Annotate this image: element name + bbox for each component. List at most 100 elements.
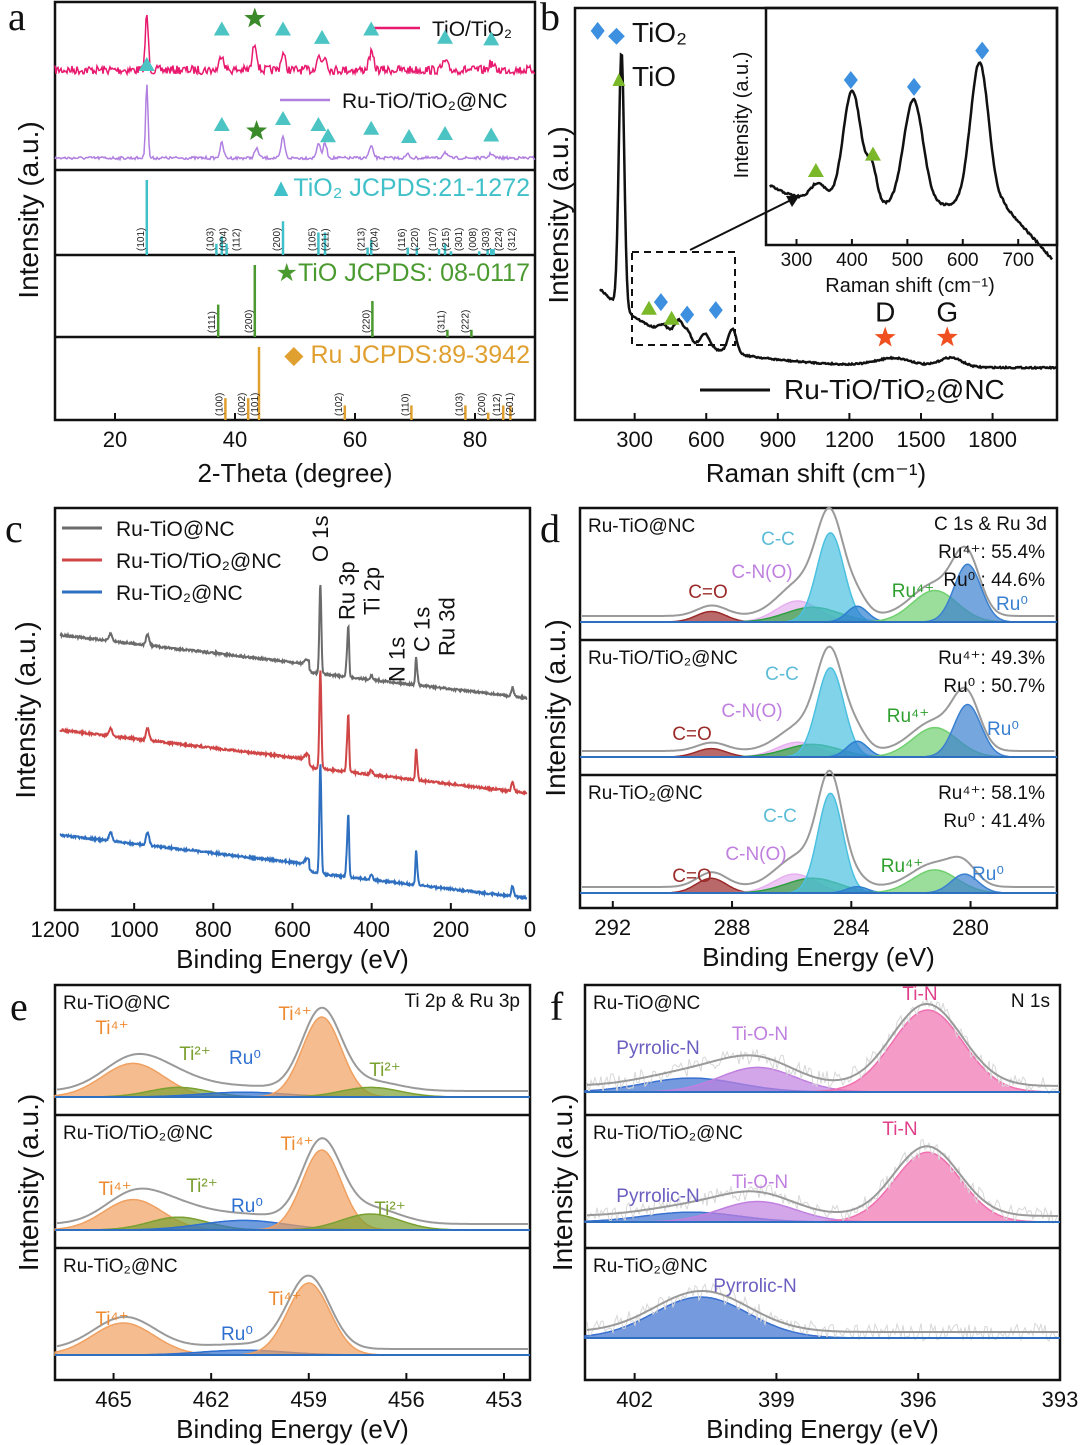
- miller-index: (204): [370, 228, 381, 251]
- miller-index: (301): [454, 228, 465, 251]
- component-label: Ti⁴⁺: [95, 1018, 128, 1039]
- plot-frame: [583, 983, 1062, 1382]
- zoom-region-box: [631, 251, 736, 346]
- triangle-marker: [363, 120, 380, 135]
- triangle-marker: [483, 31, 500, 46]
- sample-label: Ru-TiO@NC: [63, 993, 170, 1014]
- component-label: Ru⁰: [996, 594, 1028, 615]
- component-label: C-N(O): [725, 844, 786, 865]
- ru-ratio-label: Ru⁴⁺: 49.3%: [938, 648, 1045, 669]
- panel-letter-b: b: [540, 0, 560, 39]
- x-axis-label: Binding Energy (eV): [702, 942, 935, 972]
- band-label: G: [936, 296, 958, 327]
- envelope-curve: [586, 1003, 1058, 1087]
- miller-index: (312): [507, 228, 518, 251]
- x-axis-label: Binding Energy (eV): [706, 1414, 939, 1444]
- y-axis-label: Intensity (a.u.): [10, 621, 41, 798]
- component-label: Ru⁰: [231, 1196, 263, 1217]
- reference-label: ◆ Ru JCPDS:89-3942: [284, 341, 530, 369]
- x-tick-label: 399: [758, 1387, 795, 1412]
- star-marker: [246, 120, 268, 140]
- triangle-marker: [807, 163, 824, 178]
- panel-letter-e: e: [10, 984, 28, 1029]
- peak-label: N 1s: [385, 637, 410, 682]
- miller-index: (008): [468, 228, 479, 251]
- x-tick-label: 0: [524, 917, 536, 942]
- component-label: Ti⁴⁺: [278, 1004, 311, 1025]
- ru-ratio-label: Ru⁴⁺: 58.1%: [938, 783, 1045, 804]
- component-label: Ti²⁺: [374, 1199, 405, 1220]
- peak-label: Ru 3p: [335, 561, 360, 620]
- x-tick-label: 402: [616, 1387, 653, 1412]
- panel-letter-d: d: [540, 506, 560, 551]
- component-label: Ru⁰: [972, 864, 1004, 885]
- x-tick-label: 60: [343, 427, 367, 452]
- inset-x-tick-label: 600: [947, 250, 979, 271]
- inset-x-axis-label: Raman shift (cm⁻¹): [825, 275, 994, 297]
- envelope-curve: [582, 645, 1055, 752]
- component-label: Pyrrolic-N: [616, 1038, 699, 1059]
- x-tick-label: 1200: [31, 917, 80, 942]
- component-label: Ti-N: [882, 1119, 917, 1140]
- diamond-marker: [975, 41, 990, 60]
- component-label: C-C: [761, 529, 795, 550]
- diamond-marker: [653, 293, 668, 312]
- triangle-marker: [275, 21, 291, 36]
- miller-index: (220): [410, 228, 421, 251]
- miller-index: (224): [494, 228, 505, 251]
- miller-index: (303): [481, 228, 492, 251]
- plot-frame: [53, 0, 537, 422]
- x-tick-label: 292: [594, 915, 631, 940]
- component-label: Ru⁴⁺: [892, 581, 934, 602]
- triangle-marker: [401, 128, 417, 143]
- legend-label: Ru-TiO/TiO₂@NC: [784, 374, 1005, 405]
- component-label: Ti-O-N: [732, 1024, 788, 1045]
- survey-curve: [59, 670, 528, 796]
- sample-label: Ru-TiO₂@NC: [593, 1256, 708, 1277]
- triangle-marker: [663, 310, 680, 325]
- star-marker: [874, 326, 896, 347]
- component-label: Ti⁴⁺: [280, 1134, 313, 1155]
- component-label: Ti-O-N: [732, 1172, 788, 1193]
- zoom-arrow: [689, 197, 796, 251]
- miller-index: (004): [218, 228, 229, 251]
- inset-y-axis-label: Intensity (a.u.): [731, 52, 753, 179]
- miller-index: (105): [307, 228, 318, 251]
- miller-index: (211): [320, 228, 331, 251]
- component-label: Pyrrolic-N: [616, 1186, 699, 1207]
- x-tick-label: 1500: [897, 427, 946, 452]
- miller-index: (112): [231, 228, 242, 251]
- y-axis-label: Intensity (a.u.): [543, 126, 574, 303]
- diamond-marker: [843, 70, 858, 89]
- component-label: Ru⁴⁺: [881, 856, 923, 877]
- miller-index: (101): [136, 228, 147, 251]
- miller-index: (110): [400, 393, 411, 416]
- envelope-curve: [582, 506, 1055, 617]
- x-tick-label: 900: [759, 427, 796, 452]
- x-tick-label: 1800: [968, 427, 1017, 452]
- x-tick-label: 200: [432, 917, 469, 942]
- miller-index: (102): [334, 393, 345, 416]
- x-tick-label: 800: [195, 917, 232, 942]
- envelope-curve: [582, 769, 1055, 888]
- x-tick-label: 453: [486, 1387, 523, 1412]
- legend-label: Ru-TiO/TiO₂@NC: [342, 90, 508, 113]
- x-tick-label: 288: [714, 915, 751, 940]
- miller-index: (201): [505, 393, 516, 416]
- x-tick-label: 284: [833, 915, 870, 940]
- envelope-curve: [56, 1274, 528, 1350]
- x-axis-label: Binding Energy (eV): [176, 944, 409, 974]
- component-label: C=O: [672, 724, 712, 745]
- diamond-marker: [680, 305, 695, 324]
- x-axis-label: Raman shift (cm⁻¹): [706, 458, 926, 488]
- component-label: Ti⁴⁺: [98, 1179, 131, 1200]
- core-level-label: N 1s: [1011, 991, 1050, 1012]
- legend-symbol: ◆: [608, 22, 625, 47]
- ru-ratio-label: Ru⁰ : 44.6%: [943, 570, 1045, 591]
- xrd-curve: [54, 14, 536, 77]
- x-tick-label: 393: [1042, 1387, 1079, 1412]
- component-label: C-C: [765, 664, 799, 685]
- legend-label: TiO₂: [632, 17, 687, 48]
- x-tick-label: 1200: [825, 427, 874, 452]
- inset-x-tick-label: 700: [1002, 250, 1034, 271]
